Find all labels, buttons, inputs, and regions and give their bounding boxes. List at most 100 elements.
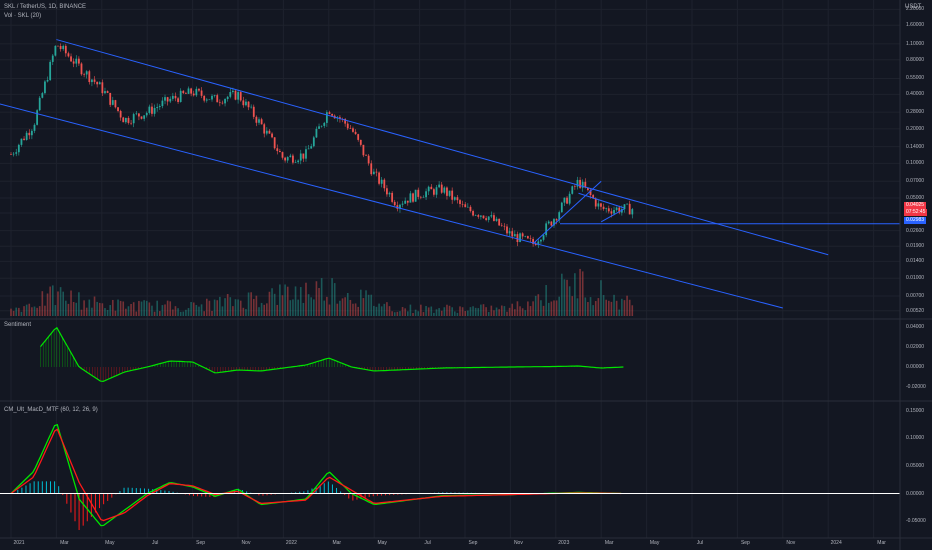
price-tick-label: 0.55000 [906, 75, 925, 82]
candle-body [320, 125, 323, 127]
volume-bar [41, 291, 44, 316]
candle-body [195, 88, 198, 96]
candle-body [594, 198, 597, 207]
candle-body [631, 209, 634, 215]
candle-body [607, 208, 610, 212]
volume-bar [247, 292, 250, 316]
volume-bar [506, 311, 508, 316]
candle-body [372, 171, 375, 175]
candle-body [145, 112, 148, 116]
macd-pane-title[interactable]: CM_Ult_MacD_MTF (60, 12, 26, 9) [4, 407, 98, 413]
volume-bar [177, 308, 179, 316]
candle-body [198, 88, 200, 91]
volume-bar [315, 281, 318, 316]
volume-bar [279, 284, 281, 316]
candle-body [25, 132, 28, 140]
volume-bar [519, 306, 521, 316]
candle-body [571, 186, 574, 194]
candle-body [237, 92, 240, 100]
volume-bar [597, 298, 600, 316]
time-tick-label: 2023 [558, 540, 570, 546]
candle-body [626, 203, 628, 205]
macd-tick-label: -0.05000 [906, 518, 926, 525]
volume-bar [252, 298, 255, 316]
candle-body [487, 216, 490, 220]
candle-body [396, 205, 399, 209]
volume-bar [109, 305, 111, 316]
time-tick-label: Nov [786, 540, 796, 546]
volume-bar [292, 299, 294, 316]
volume-bar [550, 301, 553, 316]
candle-body [77, 58, 80, 64]
candle-body [456, 197, 459, 201]
volume-bar [148, 302, 151, 316]
volume-bar [453, 311, 456, 316]
volume-bar [286, 286, 289, 316]
volume-bar [172, 309, 174, 316]
volume-bar [373, 305, 375, 316]
candle-body [573, 186, 576, 187]
volume-bar [190, 301, 192, 316]
price-tick-label: 0.00700 [906, 292, 925, 299]
candle-body [12, 153, 15, 155]
candle-body [545, 223, 548, 236]
volume-bar [135, 311, 138, 316]
candle-body [200, 90, 203, 96]
volume-bar [182, 311, 185, 316]
volume-bar [477, 308, 480, 316]
volume-label[interactable]: Vol · SKL (20) [4, 13, 42, 19]
volume-bar [391, 311, 393, 316]
candle-body [511, 231, 514, 237]
quote-currency-label: USDT [905, 4, 922, 10]
volume-bar [166, 300, 169, 316]
time-tick-label: May [105, 540, 115, 546]
candle-body [490, 215, 493, 217]
volume-bar [487, 312, 490, 316]
volume-bar [305, 282, 307, 316]
volume-bar [70, 290, 72, 316]
volume-bar [443, 307, 446, 316]
volume-bar [130, 303, 132, 316]
volume-bar [132, 302, 135, 316]
channel-upper-line[interactable] [56, 39, 829, 256]
volume-bar [85, 307, 88, 316]
volume-bar [226, 293, 229, 316]
volume-bar [623, 300, 626, 316]
candle-body [344, 119, 347, 124]
volume-bar [380, 306, 383, 316]
volume-bar [498, 309, 500, 316]
candle-body [49, 61, 52, 81]
candle-body [482, 215, 485, 219]
rising-support-line[interactable] [532, 180, 602, 245]
volume-bar [161, 305, 164, 316]
sentiment-pane-title[interactable]: Sentiment [4, 322, 32, 328]
candle-body [521, 233, 524, 237]
volume-bar [521, 308, 524, 316]
sentiment-tick-label: 0.04000 [906, 324, 925, 330]
volume-bar [587, 302, 589, 316]
candle-body [620, 209, 623, 213]
trend-lines[interactable] [0, 39, 900, 309]
candle-body [375, 171, 378, 173]
volume-bar [461, 307, 464, 316]
symbol-label[interactable]: SKL / TetherUS, 1D, BINANCE [4, 4, 87, 10]
candle-body [297, 160, 300, 163]
channel-lower-line[interactable] [0, 101, 783, 309]
candle-body [263, 124, 266, 134]
candle-body [148, 106, 151, 113]
candle-body [386, 188, 388, 195]
volume-bar [527, 301, 529, 316]
volume-bar [618, 309, 621, 316]
triangle-lower-line[interactable] [600, 208, 625, 223]
time-tick-label: 2022 [285, 540, 297, 546]
candle-body [566, 197, 568, 204]
candle-body [474, 215, 477, 216]
line-price-badge: 0.02983 [904, 217, 927, 224]
last-price-badge: 0.04025 [904, 202, 927, 209]
candle-body [513, 234, 516, 237]
candle-body [67, 53, 70, 57]
macd-tick-label: 0.05000 [906, 462, 925, 469]
volume-bar [480, 304, 482, 316]
